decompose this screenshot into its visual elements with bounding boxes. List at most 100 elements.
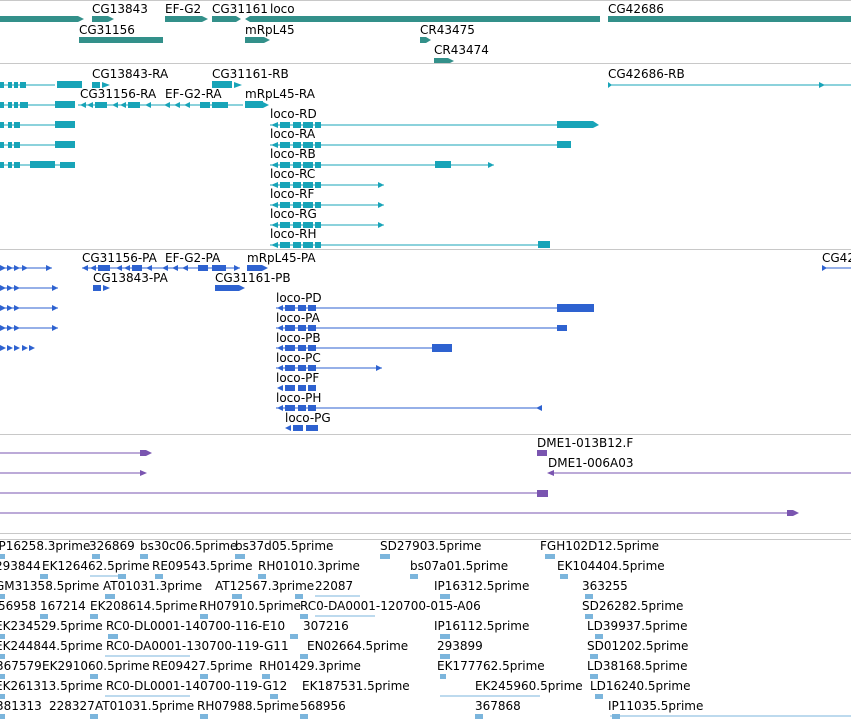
est-label[interactable]: EK126462.5prime (42, 559, 150, 573)
est-label[interactable]: SD01202.5prime (587, 639, 689, 653)
est-label[interactable]: 363255 (582, 579, 628, 593)
est-label[interactable]: bs07a01.5prime (410, 559, 509, 573)
est-label[interactable]: LD38168.5prime (587, 659, 688, 673)
gene-label[interactable]: CG31156 (79, 23, 135, 37)
est-label[interactable]: EK234529.5prime (0, 619, 103, 633)
est-label[interactable]: AT12567.3prime (215, 579, 315, 593)
gene-label[interactable]: loco (270, 2, 295, 16)
est-label[interactable]: IP11035.5prime (608, 699, 704, 713)
gene-label[interactable]: CR43474 (434, 43, 489, 57)
est-label[interactable]: IP16112.5prime (434, 619, 530, 633)
est-label[interactable]: LD16240.5prime (590, 679, 691, 693)
protein-label[interactable]: loco-PB (276, 331, 321, 345)
est-label[interactable]: EK208614.5prime (90, 599, 198, 613)
gene-glyph-loco[interactable] (245, 16, 600, 22)
est-label[interactable]: 367579 (0, 659, 42, 673)
est-label[interactable]: IP16312.5prime (434, 579, 530, 593)
protein-label[interactable]: loco-PA (276, 311, 320, 325)
gene-glyph-CR43474[interactable] (434, 58, 454, 63)
est-label[interactable]: EK261313.5prime (0, 679, 103, 693)
protein-label[interactable]: CG13843-PA (93, 271, 168, 285)
est-label[interactable]: bs30c06.5prime (140, 539, 238, 553)
est-label[interactable]: EK245960.5prime (475, 679, 583, 693)
est-label[interactable]: LD39937.5prime (587, 619, 688, 633)
transcript-label[interactable]: loco-RA (270, 127, 316, 141)
gene-label[interactable]: CG13843 (92, 2, 148, 16)
transcript-label[interactable]: CG31161-RB (212, 67, 289, 81)
gene-glyph-EF-G2[interactable] (165, 16, 208, 22)
gene-glyph-mRpL45[interactable] (245, 37, 270, 43)
protein-label[interactable]: CG42 (822, 251, 851, 265)
est-label[interactable]: RC0-DL0001-140700-116-E10 (106, 619, 286, 633)
est-label[interactable]: AT01031.3prime (103, 579, 203, 593)
gene-label[interactable]: mRpL45 (245, 23, 295, 37)
est-label[interactable]: bs37d05.5prime (235, 539, 334, 553)
est-label[interactable]: EK291060.5prime (42, 659, 150, 673)
transcript-label[interactable]: EF-G2-RA (165, 87, 222, 101)
protein-label[interactable]: CG31156-PA (82, 251, 157, 265)
gene-glyph-CG42686[interactable] (608, 16, 851, 22)
transcript-label[interactable]: CG42686-RB (608, 67, 685, 81)
transcript-label[interactable]: mRpL45-RA (245, 87, 315, 101)
transcript-label[interactable]: loco-RF (270, 187, 315, 201)
est-label[interactable]: EK104404.5prime (557, 559, 665, 573)
est-label[interactable]: EN02664.5prime (307, 639, 409, 653)
gene-label[interactable]: CG42686 (608, 2, 664, 16)
transcript-label[interactable]: loco-RH (270, 227, 317, 241)
est-label[interactable]: RH01429.3prime (259, 659, 361, 673)
transcript-label[interactable]: loco-RB (270, 147, 316, 161)
est-label[interactable]: GM31358.5prime (0, 579, 100, 593)
est-label[interactable]: 293899 (437, 639, 483, 653)
est-label[interactable]: 167214 (40, 599, 86, 613)
est-label[interactable]: EK187531.5prime (302, 679, 410, 693)
est-label[interactable]: RH01010.3prime (258, 559, 360, 573)
transcript-label[interactable]: CG31156-RA (80, 87, 157, 101)
protein-label[interactable]: mRpL45-PA (247, 251, 316, 265)
est-label[interactable]: 22087 (315, 579, 354, 593)
transcript-label[interactable]: loco-RC (270, 167, 316, 181)
est-label[interactable]: 367868 (475, 699, 521, 713)
gene-label[interactable]: EF-G2 (165, 2, 202, 16)
gene-glyph-CG13843[interactable] (92, 16, 114, 22)
gene-glyph-CG31161[interactable] (212, 16, 241, 22)
est-label[interactable]: SD27903.5prime (380, 539, 482, 553)
est-label[interactable]: RE09427.5prime (152, 659, 253, 673)
transcript-label[interactable]: CG13843-RA (92, 67, 169, 81)
transcript-label[interactable]: loco-RD (270, 107, 317, 121)
transcript-label[interactable]: loco-RG (270, 207, 317, 221)
est-label[interactable]: 326869 (89, 539, 135, 553)
gene-label[interactable]: CG31161 (212, 2, 268, 16)
est-label[interactable]: 56958 (0, 599, 37, 613)
est-track: IP16258.3prime 326869 bs30c06.5prime bs3… (0, 540, 851, 722)
clone-label[interactable]: DME1-013B12.F (537, 436, 634, 450)
protein-label[interactable]: EF-G2-PA (165, 251, 221, 265)
protein-label[interactable]: loco-PC (276, 351, 321, 365)
est-label[interactable]: RH07988.5prime (197, 699, 299, 713)
est-label[interactable]: FGH102D12.5prime (540, 539, 660, 553)
est-label[interactable]: 293844 (0, 559, 41, 573)
gene-glyph-CG31156[interactable] (79, 37, 163, 43)
gene-label[interactable]: CR43475 (420, 23, 475, 37)
est-label[interactable]: RC0-DA0001-130700-119-G11 (106, 639, 289, 653)
clone-label[interactable]: DME1-006A03 (548, 456, 634, 470)
protein-label[interactable]: loco-PF (276, 371, 320, 385)
est-label[interactable]: 307216 (303, 619, 349, 633)
est-label[interactable]: 381313 (0, 699, 42, 713)
protein-label[interactable]: loco-PD (276, 291, 322, 305)
protein-label[interactable]: loco-PG (285, 411, 331, 425)
protein-label[interactable]: loco-PH (276, 391, 322, 405)
gene-glyph-left[interactable] (0, 16, 84, 22)
est-label[interactable]: AT01031.5prime (95, 699, 195, 713)
est-label[interactable]: 228327 (49, 699, 95, 713)
est-label[interactable]: 568956 (300, 699, 346, 713)
est-label[interactable]: RC0-DL0001-140700-119-G12 (106, 679, 288, 693)
gene-glyph-CR43475[interactable] (420, 37, 431, 43)
est-label[interactable]: RC0-DA0001-120700-015-A06 (300, 599, 481, 613)
protein-label[interactable]: CG31161-PB (215, 271, 291, 285)
est-label[interactable]: EK177762.5prime (437, 659, 545, 673)
est-label[interactable]: IP16258.3prime (0, 539, 91, 553)
est-label[interactable]: RH07910.5prime (199, 599, 301, 613)
est-label[interactable]: EK244844.5prime (0, 639, 103, 653)
est-label[interactable]: SD26282.5prime (582, 599, 684, 613)
est-label[interactable]: RE09543.5prime (152, 559, 253, 573)
